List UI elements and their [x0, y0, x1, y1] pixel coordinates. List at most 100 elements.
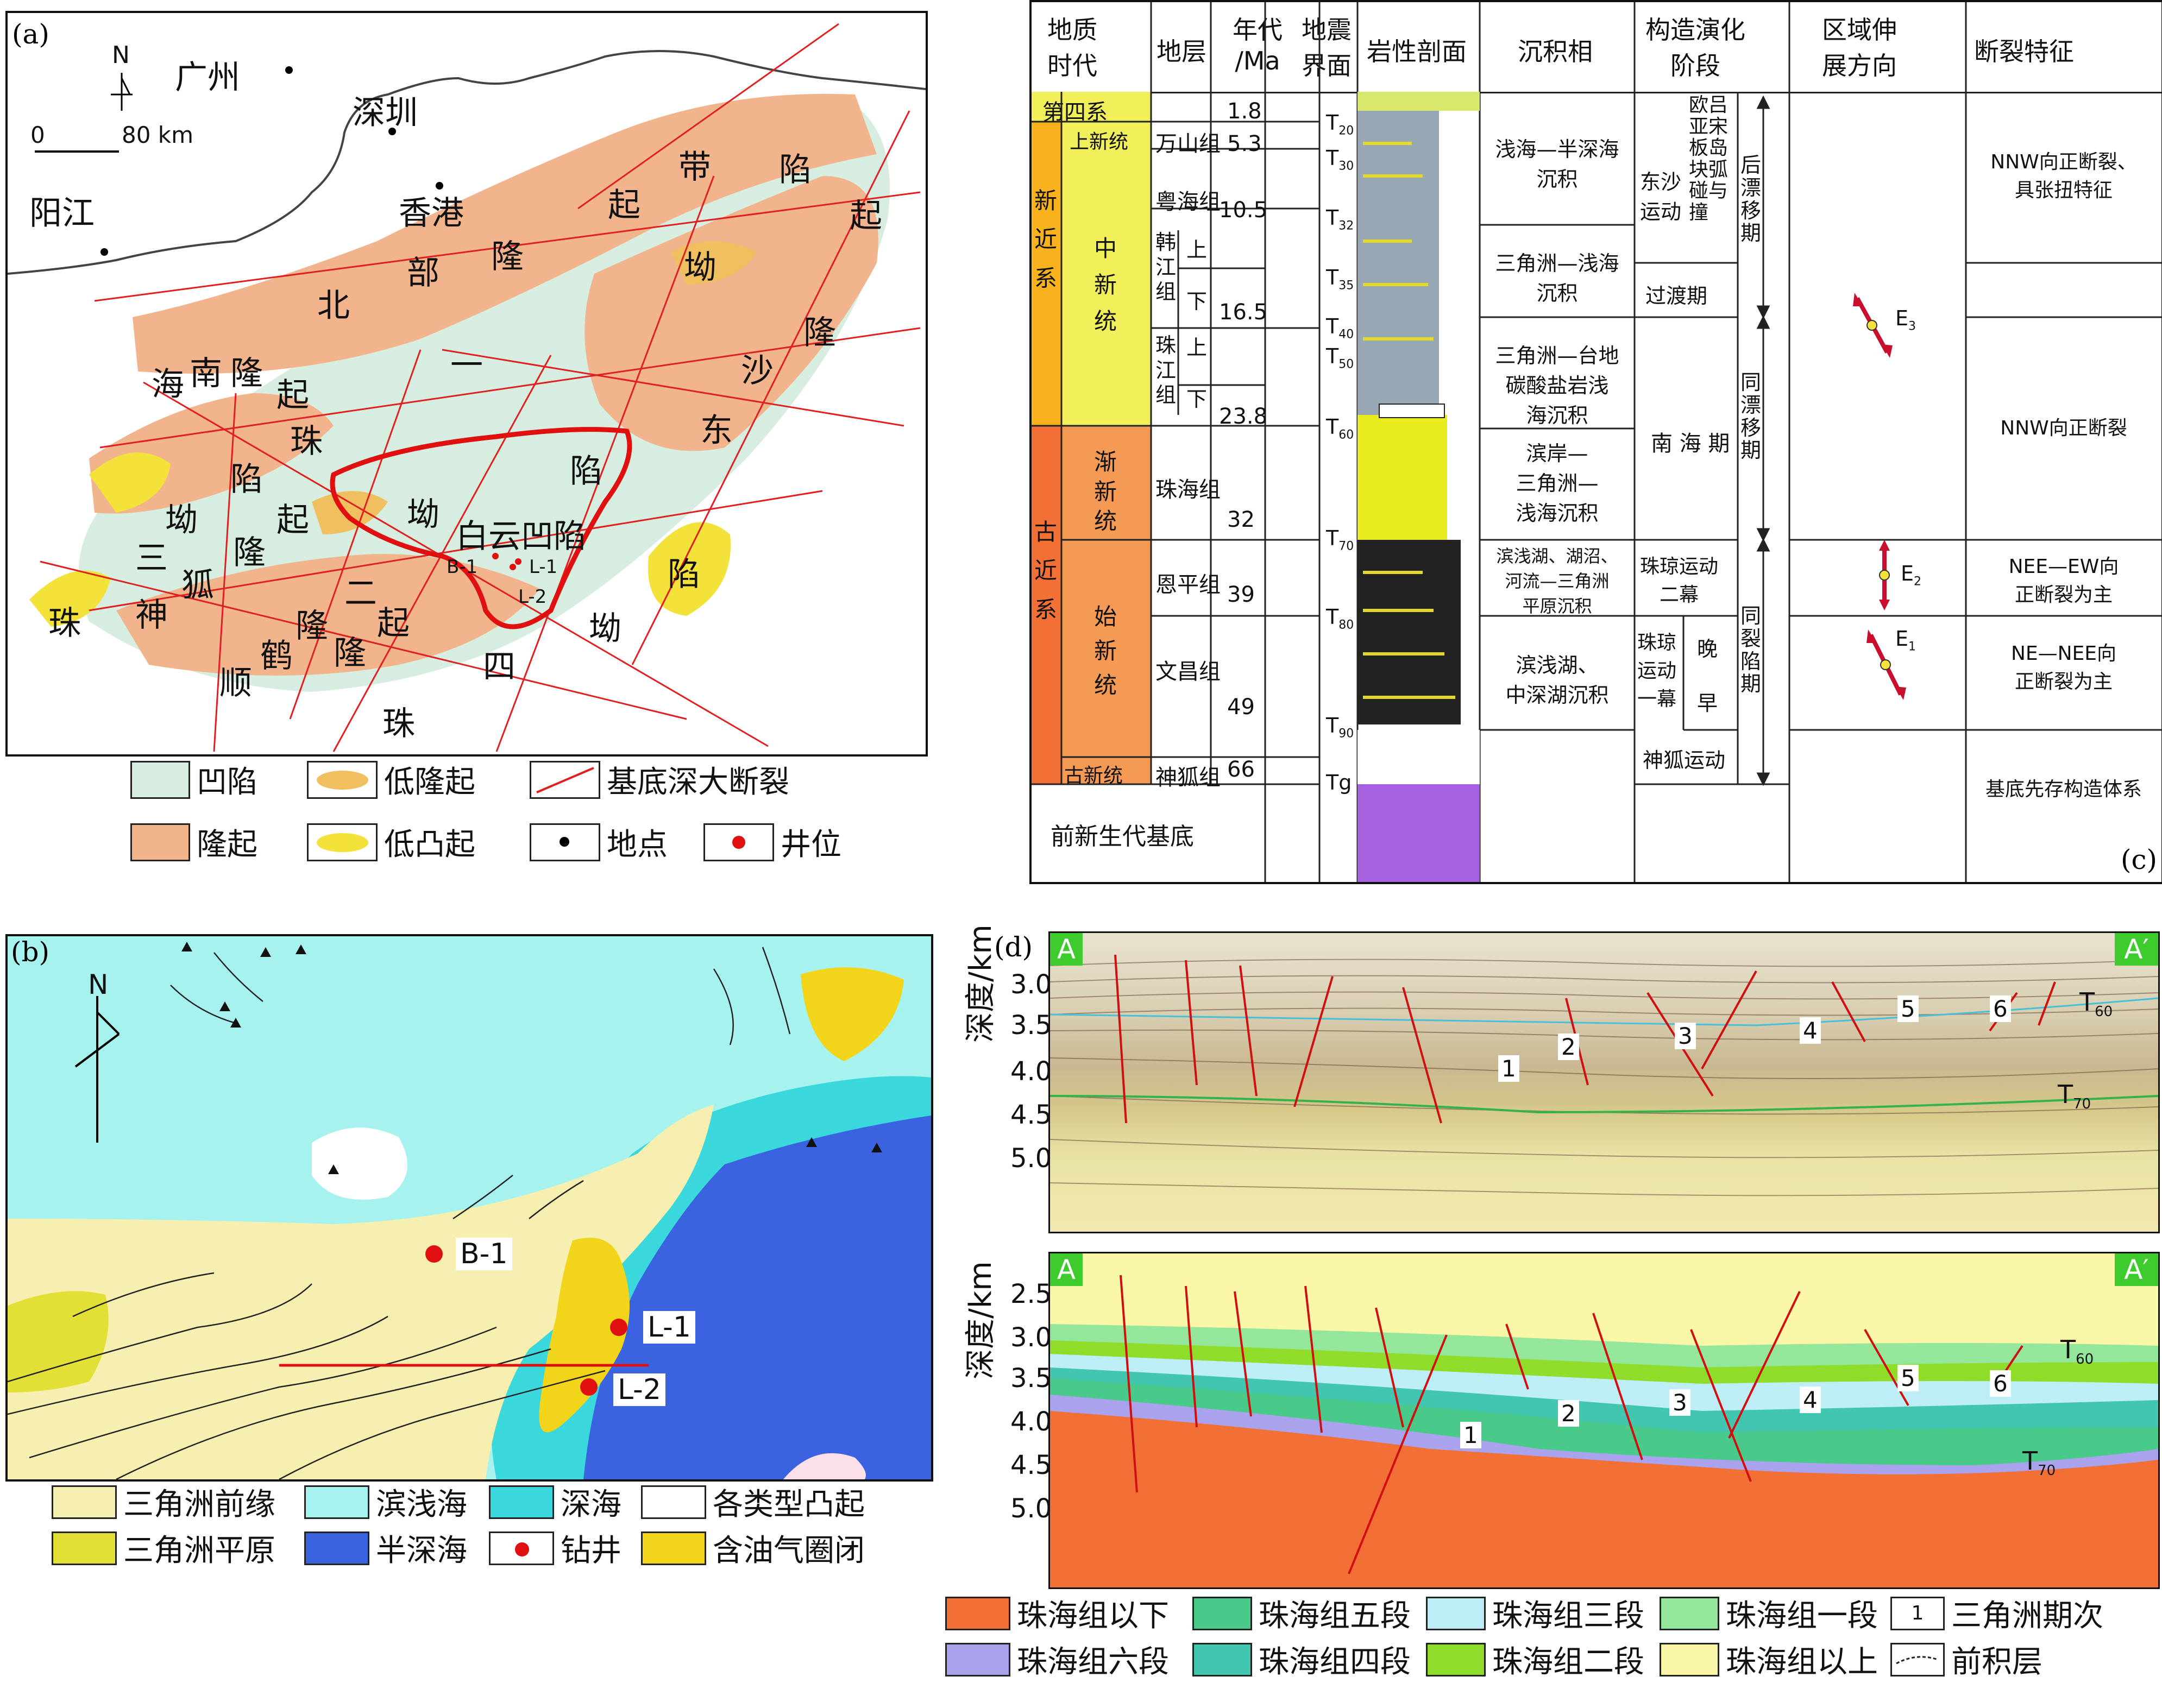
south-char: 鹤	[260, 637, 293, 675]
seismic-a-label: A	[1050, 933, 1083, 966]
delta-plain-area	[8, 1291, 109, 1392]
fault-lines	[40, 23, 921, 752]
zone1-char: 一	[450, 346, 483, 385]
t70-label-top: T70	[2058, 1080, 2091, 1113]
zone2-char: 二	[344, 575, 377, 613]
t70-label-bottom: T70	[2022, 1446, 2056, 1479]
well-b1-label: B-1	[447, 556, 478, 578]
phase-6: 6	[1990, 995, 2011, 1022]
tick-top-30: 3.0	[1010, 969, 1052, 1000]
low-convex-3	[29, 570, 111, 627]
tick-bot-45: 4.5	[1010, 1450, 1052, 1480]
interp-phase-3: 3	[1669, 1389, 1690, 1416]
horizon-label: T32	[1326, 206, 1354, 233]
t60-label-bottom: T60	[2060, 1335, 2094, 1368]
coastline	[8, 50, 926, 275]
legend-d-item: 珠海组一段	[1660, 1591, 1878, 1635]
fm-yuehai: 粤海组	[1155, 190, 1221, 215]
strat-grid-svg	[1032, 2, 2161, 882]
delta-front-area	[8, 1105, 714, 1479]
low-uplift-1	[670, 241, 757, 285]
oil-gas-trap-2	[801, 967, 904, 1061]
legend-a-item: 基底深大断裂	[530, 758, 789, 802]
zone1-char: 起	[850, 197, 882, 235]
depth-label-top: 深度/km	[963, 924, 998, 1043]
horizon-label: T50	[1326, 344, 1354, 371]
panel-b-tag: (b)	[11, 936, 50, 968]
series-eocene: 始 新 统	[1094, 603, 1117, 698]
belt-char: 起	[608, 186, 640, 224]
interp-phase-2: 2	[1558, 1400, 1579, 1427]
header-stratum: 地层	[1157, 37, 1206, 66]
age-6: 32	[1227, 507, 1255, 532]
stage-arrows	[1756, 95, 1770, 786]
series-paleocene: 古新统	[1064, 765, 1123, 787]
header-tectonic: 构造演化 阶段	[1645, 15, 1745, 80]
phase-1: 1	[1498, 1055, 1519, 1082]
legend-b-item: 深海	[489, 1480, 621, 1524]
header-facies: 沉积相	[1518, 37, 1593, 66]
era-quaternary: 第四系	[1042, 100, 1108, 125]
fm-zhujiang-lower: 下	[1186, 387, 1208, 411]
belt-char: 隆	[491, 238, 524, 276]
facies-1: 浅海—半深海 沉积	[1495, 137, 1619, 191]
depth-label-bottom: 深度/km	[963, 1261, 998, 1379]
legend-a-item: 低凸起	[307, 820, 475, 864]
legend-d-item: 珠海组二段	[1426, 1637, 1644, 1681]
interp-phase-4: 4	[1800, 1386, 1821, 1413]
header-faults: 断裂特征	[1974, 37, 2074, 66]
interpreted-section: A A′ 1 2 3 4 5 6 T60 T70	[1048, 1252, 2160, 1589]
legend-d-item: 1 三角洲期次	[1890, 1591, 2103, 1635]
fault-5: 基底先存构造体系	[1985, 778, 2142, 801]
north-label-b: N	[88, 969, 109, 1000]
age-1: 1.8	[1227, 99, 1262, 124]
interp-phase-1: 1	[1460, 1422, 1481, 1448]
fm-wenchang: 文昌组	[1155, 659, 1221, 684]
zone3-char: 三	[135, 539, 168, 577]
well-b1-dot	[425, 1245, 443, 1263]
fm-shenhu: 神狐组	[1155, 765, 1221, 790]
location-dots	[100, 66, 443, 256]
zone2-char: 起	[377, 604, 410, 642]
interp-phase-5: 5	[1897, 1365, 1919, 1391]
facies-3: 三角洲—台地 碳酸盐岩浅 海沉积	[1495, 344, 1619, 427]
place-shenzhen: 深圳	[353, 94, 418, 132]
south-char: 珠	[382, 705, 415, 743]
below-zhuhai	[1050, 1411, 2158, 1587]
panel-a-map: (a) N 0 80 km 广州 深圳 香港 阳江 北 部 隆 起 带 一 沙 …	[5, 11, 928, 757]
zone2-char: 坳	[589, 610, 621, 648]
series-miocene: 中 新 统	[1094, 235, 1117, 335]
north-label: N	[112, 41, 130, 69]
ext-e1: E1	[1895, 627, 1916, 654]
interpreted-svg	[1050, 1275, 2158, 1587]
zone3-char: 珠	[290, 423, 323, 461]
zone3-char: 坳	[165, 501, 198, 539]
facies-6: 滨浅湖、 中深湖沉积	[1505, 653, 1609, 707]
horizon-label: T80	[1326, 605, 1354, 632]
tect-south-sea: 南 海 期	[1651, 431, 1730, 456]
zone3-char: 海	[152, 365, 184, 404]
legend-a-item: 凹陷	[130, 758, 257, 802]
tick-top-45: 4.5	[1010, 1100, 1052, 1130]
fault-1: NNW向正断裂、 具张扭特征	[1990, 151, 2137, 201]
tick-top-50: 5.0	[1010, 1143, 1052, 1174]
place-yangjiang: 阳江	[29, 194, 95, 232]
t70-horizon	[1050, 1095, 2158, 1114]
legend-d-item: 珠海组三段	[1426, 1591, 1644, 1635]
horizon-label: T20	[1326, 111, 1354, 138]
legend-a-item: 地点	[530, 820, 668, 864]
zone3-char: 南	[190, 355, 222, 393]
tect-early: 早	[1697, 691, 1718, 715]
convex-triangles	[181, 942, 882, 1174]
zone1-char: 陷	[779, 151, 812, 189]
zone1-char: 隆	[803, 314, 836, 352]
panel-c-strat-chart: 地质 时代 地层 年代 /Ma 地震 界面 岩性剖面 沉积相 构造演化 阶段 区…	[1029, 0, 2162, 884]
legend-a-item: 低隆起	[307, 758, 475, 802]
tick-bot-30: 3.0	[1010, 1322, 1052, 1353]
zone3-char: 陷	[230, 461, 263, 499]
horizon-label: T30	[1326, 146, 1354, 173]
fm-hanjiang-lower: 下	[1186, 289, 1208, 313]
fault-4: NE—NEE向 正断裂为主	[2010, 642, 2117, 693]
panel-b-map: (b) N B-1 L-1 L-2	[5, 934, 933, 1482]
tectonic-map-svg	[8, 23, 926, 752]
